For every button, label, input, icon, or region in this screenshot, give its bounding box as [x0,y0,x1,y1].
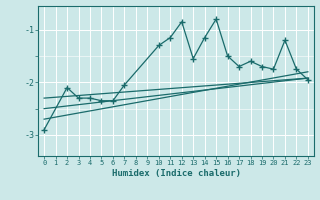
X-axis label: Humidex (Indice chaleur): Humidex (Indice chaleur) [111,169,241,178]
